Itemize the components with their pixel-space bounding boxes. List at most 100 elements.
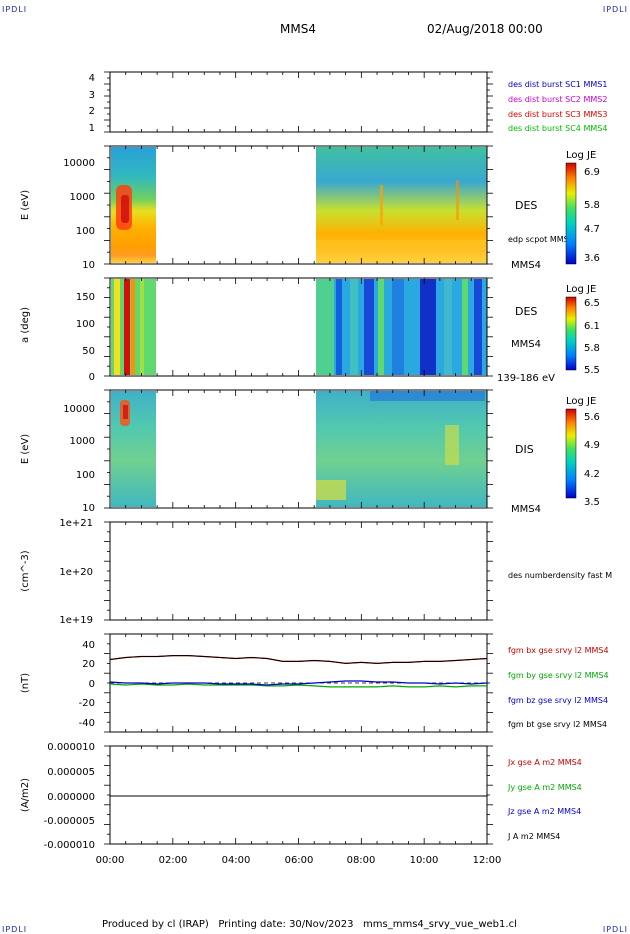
axis-ticks	[104, 71, 493, 845]
time-tick-label: 08:00	[347, 855, 376, 866]
corner-label-bottom-left: IPDLI	[2, 925, 28, 934]
legend-bz: fgm bz gse srvy l2 MMS4	[508, 696, 608, 705]
bfield-ytick-label: -20	[79, 698, 95, 709]
des-energy-ytick-label: 100	[76, 226, 95, 237]
des-energy-colorbar: Log JE 6.9 5.8 4.7 3.6	[565, 150, 600, 265]
legend-bt: fgm bt gse srvy l2 MMS4	[508, 720, 607, 729]
dis-energy-sc-label: MMS4	[511, 504, 541, 515]
density-yticks: 1e+21 1e+20 1e+19	[59, 518, 93, 626]
corner-label-bottom-right: IPDLI	[602, 925, 628, 934]
colorbar-tick: 5.8	[584, 343, 600, 354]
density-ytick-label: 1e+19	[59, 615, 93, 626]
legend-jy: Jy gse A m2 MMS4	[507, 783, 582, 792]
dis-energy-yticks: 10000 1000 100 10	[63, 404, 95, 514]
colorbar-tick: 5.5	[584, 365, 600, 376]
legend-bx: fgm bx gse srvy l2 MMS4	[508, 646, 609, 655]
density-ylabel: (cm^-3)	[20, 550, 31, 591]
density-ytick-label: 1e+20	[59, 567, 93, 578]
des-pitch-spectrogram	[111, 279, 487, 375]
corner-label-top-right: IPDLI	[602, 5, 628, 14]
dis-energy-ylabel: E (eV)	[20, 434, 31, 464]
colorbar-tick: 6.9	[584, 167, 600, 178]
bfield-series	[109, 654, 488, 688]
dis-energy-ytick-label: 100	[76, 470, 95, 481]
spacecraft-title: MMS4	[280, 22, 316, 36]
des-pitch-yticks: 150 100 50 0	[76, 292, 95, 383]
bfield-series-line-2	[109, 680, 488, 686]
time-tick-label: 00:00	[96, 855, 125, 866]
time-tick-label: 06:00	[285, 855, 314, 866]
bfield-ylabel: (nT)	[20, 673, 31, 693]
current-frame	[109, 745, 488, 845]
burst-ytick-label: 1	[89, 123, 95, 134]
des-energy-yticks: 10000 1000 100 10	[63, 158, 95, 271]
colorbar-tick: 6.5	[584, 298, 600, 309]
scpot-overlay-label: edp scpot MMS4	[508, 235, 574, 244]
legend-mms3: des dist burst SC3 MMS3	[508, 110, 607, 119]
bfield-yticks: 40 20 0 -20 -40	[79, 640, 95, 729]
dis-energy-label: DIS	[515, 443, 534, 456]
des-energy-ytick-label: 10	[82, 260, 95, 271]
des-pitch-ylabel: a (deg)	[20, 307, 31, 343]
colorbar-title: Log JE	[566, 396, 596, 407]
current-yticks: 0.000010 0.000005 0.000000 -0.000005 -0.…	[44, 742, 95, 851]
bfield-ytick-label: -40	[79, 718, 95, 729]
bfield-ytick-label: 20	[82, 659, 95, 670]
des-pitch-ytick-label: 100	[76, 319, 95, 330]
bfield-series-line-3	[109, 655, 488, 664]
burst-panel-yticks: 4 3 2 1	[89, 73, 95, 134]
colorbar-tick: 4.9	[584, 440, 600, 451]
colorbar-tick: 3.6	[584, 253, 600, 264]
time-axis-labels: 00:00 02:00 04:00 06:00 08:00 10:00 12:0…	[96, 855, 502, 866]
current-ytick-label: -0.000010	[44, 840, 95, 851]
colorbar-title: Log JE	[566, 284, 596, 295]
density-frame	[109, 521, 488, 621]
dis-energy-colorbar: Log JE 5.6 4.9 4.2 3.5	[565, 396, 600, 508]
current-ytick-label: 0.000010	[47, 742, 95, 753]
burst-legend: des dist burst SC1 MMS1 des dist burst S…	[508, 80, 607, 133]
dis-energy-ytick-label: 1000	[70, 436, 95, 447]
corner-label-top-left: IPDLI	[2, 5, 28, 14]
des-energy-sc-label: MMS4	[511, 260, 541, 271]
footer-credits: Produced by cl (IRAP) Printing date: 30/…	[102, 919, 517, 930]
density-ytick-label: 1e+21	[59, 518, 93, 529]
current-ytick-label: 0.000005	[47, 767, 95, 778]
des-energy-ytick-label: 1000	[70, 192, 95, 203]
bfield-ytick-label: 40	[82, 640, 95, 651]
des-pitch-ytick-label: 50	[82, 346, 95, 357]
bfield-legend: fgm bx gse srvy l2 MMS4 fgm by gse srvy …	[508, 646, 609, 729]
des-energy-ylabel: E (eV)	[20, 190, 31, 220]
energy-range-label: 139-186 eV	[497, 373, 555, 384]
legend-by: fgm by gse srvy l2 MMS4	[508, 671, 609, 680]
bfield-series-line-0	[109, 654, 488, 665]
burst-ytick-label: 3	[89, 90, 95, 101]
legend-jx: Jx gse A m2 MMS4	[507, 758, 582, 767]
bfield-series-line-1	[109, 683, 487, 688]
legend-mms1: des dist burst SC1 MMS1	[508, 80, 607, 89]
current-ytick-label: 0.000000	[47, 792, 95, 803]
time-tick-label: 04:00	[222, 855, 251, 866]
time-tick-label: 12:00	[473, 855, 502, 866]
des-energy-ytick-label: 10000	[63, 158, 95, 169]
des-pitch-ytick-label: 150	[76, 292, 95, 303]
time-tick-label: 10:00	[410, 855, 439, 866]
dis-energy-ytick-label: 10000	[63, 404, 95, 415]
legend-mms2: des dist burst SC2 MMS2	[508, 95, 607, 104]
colorbar-title: Log JE	[566, 150, 596, 161]
dis-energy-ytick-label: 10	[82, 503, 95, 514]
bfield-ytick-label: 0	[89, 679, 95, 690]
des-pitch-sc-label: MMS4	[511, 339, 541, 350]
colorbar-tick: 4.2	[584, 469, 600, 480]
burst-panel-frame	[109, 71, 488, 133]
des-energy-label: DES	[515, 199, 537, 212]
legend-j: J A m2 MMS4	[507, 832, 560, 841]
legend-mms4: des dist burst SC4 MMS4	[508, 124, 607, 133]
des-energy-spectrogram	[111, 147, 487, 263]
burst-ytick-label: 2	[89, 106, 95, 117]
burst-ytick-label: 4	[89, 73, 95, 84]
colorbar-tick: 3.5	[584, 497, 600, 508]
colorbar-tick: 5.8	[584, 200, 600, 211]
time-tick-label: 02:00	[159, 855, 188, 866]
current-legend: Jx gse A m2 MMS4 Jy gse A m2 MMS4 Jz gse…	[507, 758, 582, 841]
density-legend: des numberdensity fast M	[508, 571, 612, 580]
